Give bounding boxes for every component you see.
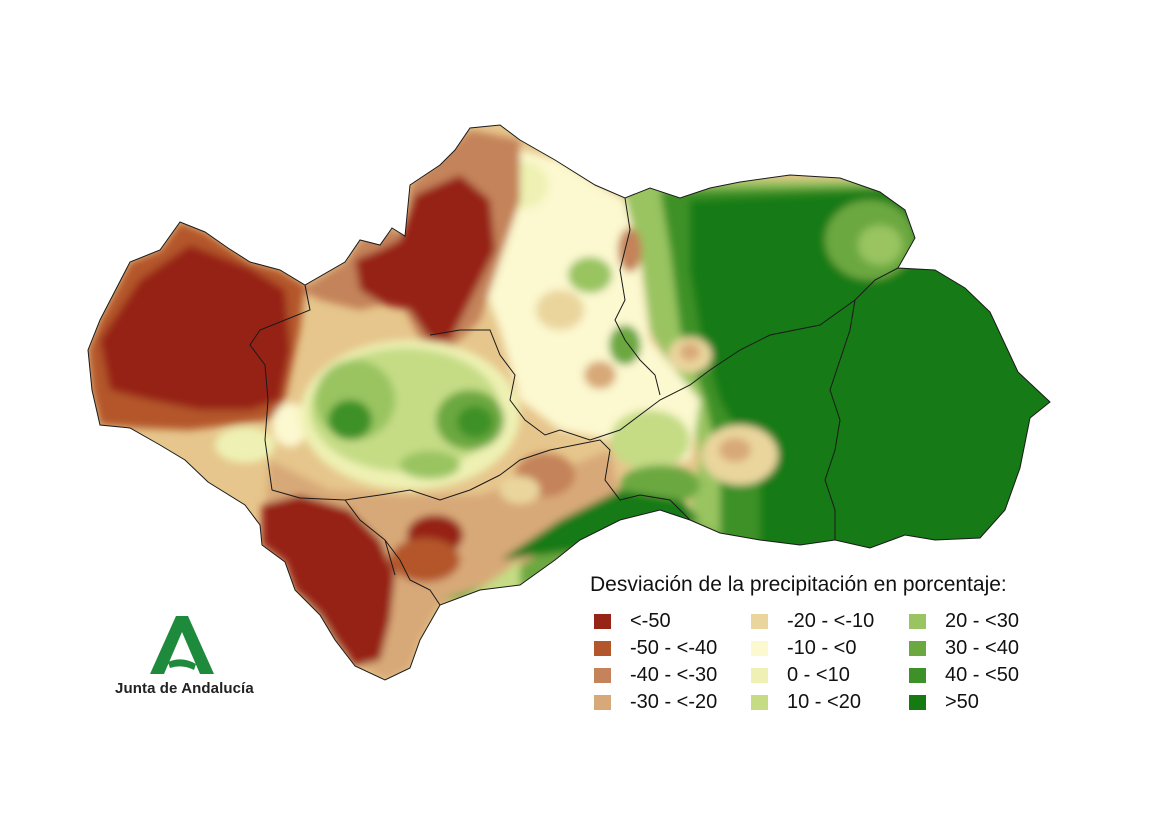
legend-label: 20 - <30 [945,609,1019,632]
legend-label: 0 - <10 [787,663,850,686]
legend-item: -10 - <0 [751,636,856,660]
legend: Desviación de la precipitación en porcen… [590,573,1060,713]
precipitation-raster [88,125,1050,680]
logo-text: Junta de Andalucía [115,680,254,697]
legend-item: 20 - <30 [909,609,1019,633]
legend-label: -10 - <0 [787,636,857,659]
legend-label: >50 [945,690,979,713]
legend-label: -30 - <-20 [630,690,718,713]
legend-swatch [594,640,611,656]
legend-label: 10 - <20 [787,690,861,713]
andalucia-a-icon [150,616,214,674]
legend-swatch [594,667,611,683]
legend-swatch [909,667,926,683]
legend-swatch [909,640,926,656]
legend-grid: <-50 -50 - <-40 -40 - <-30 -30 - <-20 -20 - … [594,609,1064,721]
legend-item: 0 - <10 [751,663,850,687]
legend-swatch [594,613,611,629]
legend-label: -50 - <-40 [630,636,718,659]
legend-swatch [909,613,926,629]
legend-item: 10 - <20 [751,690,861,714]
legend-item: 40 - <50 [909,663,1019,687]
legend-swatch [909,694,926,710]
legend-item: <-50 [594,609,671,633]
legend-swatch [594,694,611,710]
legend-item: 30 - <40 [909,636,1019,660]
legend-label: -40 - <-30 [630,663,718,686]
legend-item: -50 - <-40 [594,636,717,660]
legend-swatch [751,613,768,629]
legend-item: -40 - <-30 [594,663,717,687]
legend-label: 30 - <40 [945,636,1019,659]
legend-label: -20 - <-10 [787,609,875,632]
legend-item: >50 [909,690,979,714]
legend-item: -20 - <-10 [751,609,874,633]
legend-swatch [751,667,768,683]
legend-item: -30 - <-20 [594,690,717,714]
legend-swatch [751,640,768,656]
legend-swatch [751,694,768,710]
junta-de-andalucia-logo: Junta de Andalucía [110,612,260,702]
legend-label: <-50 [630,609,671,632]
legend-label: 40 - <50 [945,663,1019,686]
province-borders [87,124,1051,681]
legend-title: Desviación de la precipitación en porcen… [590,573,1007,596]
